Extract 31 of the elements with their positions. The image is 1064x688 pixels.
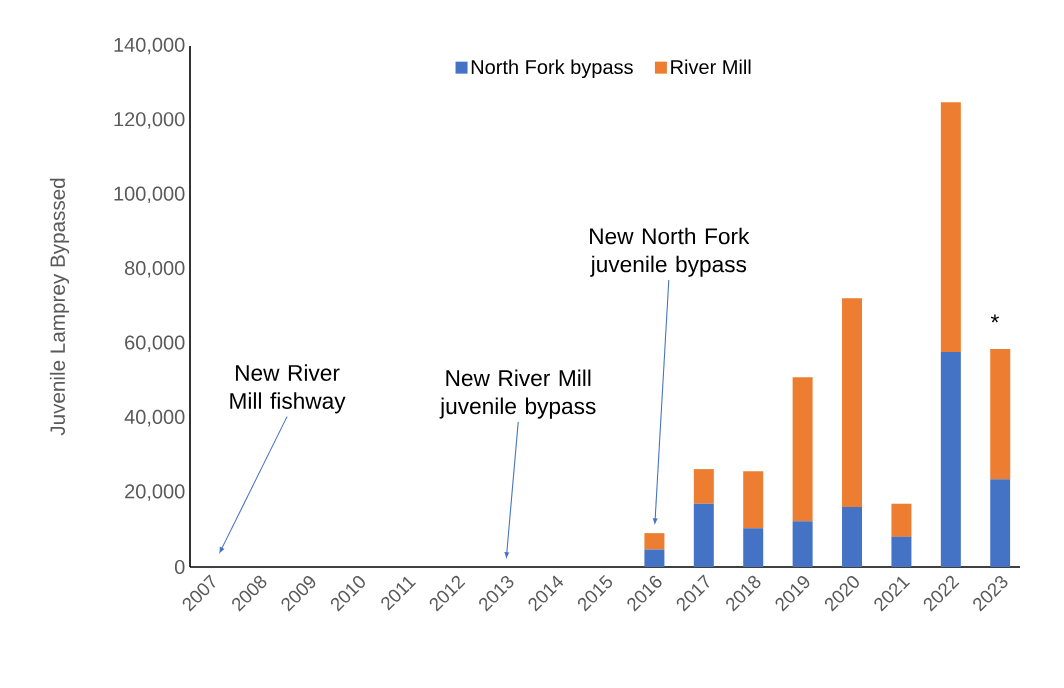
annotation: New River Mill juvenile bypass	[439, 369, 596, 419]
y-tick-label: 80,000	[125, 261, 185, 278]
bar	[990, 348, 1011, 480]
y-tick-label: 100,000	[114, 186, 185, 204]
legend-label: River Mill	[671, 59, 751, 75]
bar	[792, 521, 813, 567]
bar	[693, 469, 714, 504]
bar	[891, 503, 912, 537]
bar	[891, 536, 912, 567]
y-axis-title: Juvenile Lamprey Bypassed	[49, 178, 70, 436]
bar	[792, 377, 813, 522]
bar	[644, 533, 665, 550]
bar	[743, 471, 764, 529]
bar	[940, 102, 961, 352]
y-tick-label: 0	[174, 559, 185, 575]
y-tick-label: 140,000	[114, 37, 185, 55]
annotation: *	[990, 314, 999, 323]
bar	[990, 479, 1011, 567]
y-tick-label: 60,000	[125, 335, 185, 352]
annotation: New River Mill fishway	[230, 364, 346, 414]
y-tick-label: 20,000	[125, 484, 185, 501]
annotation: New North Fork juvenile bypass	[590, 227, 750, 277]
y-tick-label: 120,000	[114, 112, 185, 129]
bar	[940, 351, 961, 567]
bar	[743, 528, 764, 567]
bar	[842, 298, 863, 508]
bar	[693, 503, 714, 567]
bar	[644, 549, 665, 567]
y-tick-label: 40,000	[124, 409, 185, 427]
legend-label: North Fork bypass	[471, 59, 633, 79]
bar	[842, 507, 863, 567]
